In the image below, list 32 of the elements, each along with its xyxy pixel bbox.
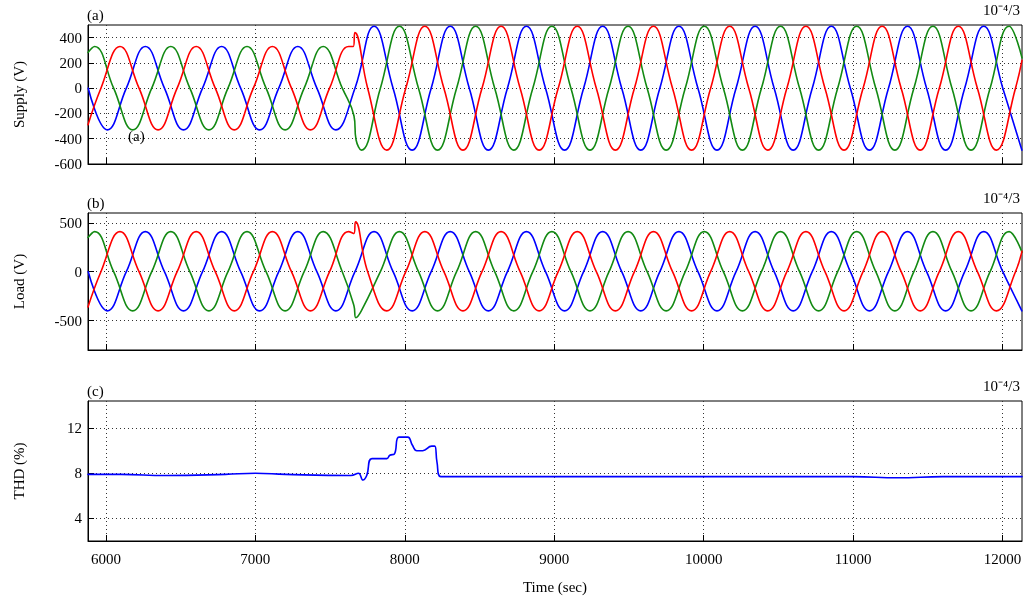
x-axis-title: Time (sec)	[522, 578, 588, 596]
y-tick-label: 12	[67, 420, 82, 437]
text: 10⁻⁴/3	[983, 189, 1021, 206]
x-tick-label: 11000	[834, 550, 872, 567]
y-tick-label: -200	[54, 105, 82, 122]
y-tick-label: 4	[74, 510, 83, 527]
chart-title: (a)	[87, 6, 104, 24]
y-tick-label: 200	[59, 54, 82, 71]
annotation: (a)	[128, 127, 145, 145]
y-tick-label: -500	[54, 312, 82, 329]
y-tick-label: 0	[74, 263, 82, 280]
line-series	[87, 25, 1023, 151]
x-tick-label: 8000	[389, 550, 420, 567]
y-axis-title: THD (%)	[10, 442, 28, 500]
x-tick-label: 9000	[539, 550, 570, 567]
y-tick-label: -600	[54, 156, 82, 172]
chart-title: (c)	[87, 382, 104, 400]
y-axis-title: Load (V)	[10, 253, 28, 310]
x-tick-label: 6000	[90, 550, 121, 567]
x-tick-label: 10000	[684, 550, 723, 567]
line-series	[87, 436, 1023, 481]
text: 10⁻⁴/3	[983, 377, 1021, 394]
x-tick-label: 12000	[983, 550, 1022, 567]
y-axis-title: Supply (V)	[10, 60, 28, 129]
y-tick-label: 8	[74, 465, 82, 482]
y-tick-label: 0	[74, 80, 82, 97]
x-tick-label: 7000	[240, 550, 271, 567]
text: 10⁻⁴/3	[983, 1, 1021, 18]
y-tick-label: 500	[59, 214, 82, 231]
y-tick-label: 400	[59, 29, 82, 46]
y-tick-label: -400	[54, 130, 82, 147]
chart-title: (b)	[87, 194, 105, 212]
